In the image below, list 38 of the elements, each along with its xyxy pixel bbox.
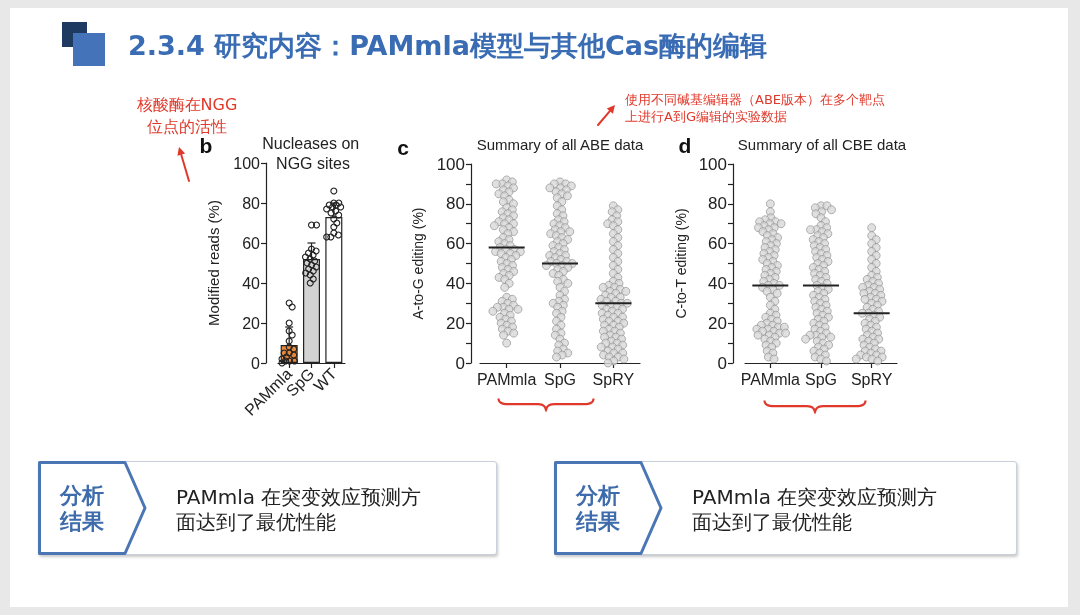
text: 2.3.4 研究内容：PAMmla模型与其他Cas酶的编辑 xyxy=(128,29,768,63)
y-tick-label: 40 xyxy=(242,274,261,292)
y-tick-label: 40 xyxy=(708,273,727,293)
y-tick-label: 100 xyxy=(436,154,465,174)
chart-title: Summary of all ABE data xyxy=(476,136,645,153)
text: PAMmla 在突变效应预测方面达到了最优性能 xyxy=(692,485,939,535)
x-tick-label: PAMmla xyxy=(477,370,537,388)
x-tick-label: PAMmla xyxy=(740,370,801,388)
y-tick-label: 0 xyxy=(455,353,465,373)
y-axis-title: A-to-G editing (%) xyxy=(410,207,426,320)
text: PAMmla 在突变效应预测方面达到了最优性能 xyxy=(176,485,423,535)
y-tick-label: 20 xyxy=(446,313,465,333)
text: 分析结果 xyxy=(59,483,105,535)
y-tick-label: 60 xyxy=(446,234,465,254)
y-tick-label: 60 xyxy=(708,234,727,254)
y-tick-label: 80 xyxy=(446,194,465,214)
x-tick-label: SpG xyxy=(804,370,838,388)
y-tick-label: 0 xyxy=(251,354,261,372)
y-axis-title: C-to-T editing (%) xyxy=(672,208,689,319)
text: 分析结果 xyxy=(575,483,621,535)
y-tick-label: 40 xyxy=(446,273,465,293)
x-tick-label: SpRY xyxy=(592,370,635,388)
text: c xyxy=(397,135,410,159)
y-tick-label: 100 xyxy=(233,154,261,172)
y-tick-label: 0 xyxy=(717,353,727,373)
text: d xyxy=(678,133,692,157)
y-tick-label: 20 xyxy=(242,314,261,332)
text: 使用不同碱基编辑器（ABE版本）在多个靶点上进行A到G编辑的实验数据 xyxy=(625,91,887,125)
y-tick-label: 80 xyxy=(242,194,261,212)
x-tick-label: SpG xyxy=(543,370,577,388)
y-tick-label: 100 xyxy=(698,154,727,174)
y-tick-label: 60 xyxy=(242,234,261,252)
chart-title: Nucleases on NGG sites xyxy=(262,134,364,172)
y-tick-label: 80 xyxy=(708,194,727,214)
y-tick-label: 20 xyxy=(708,313,727,333)
chart-title: Summary of all CBE data xyxy=(737,136,907,153)
y-axis-title: Modified reads (%) xyxy=(205,200,222,326)
x-tick-label: SpRY xyxy=(850,370,893,388)
